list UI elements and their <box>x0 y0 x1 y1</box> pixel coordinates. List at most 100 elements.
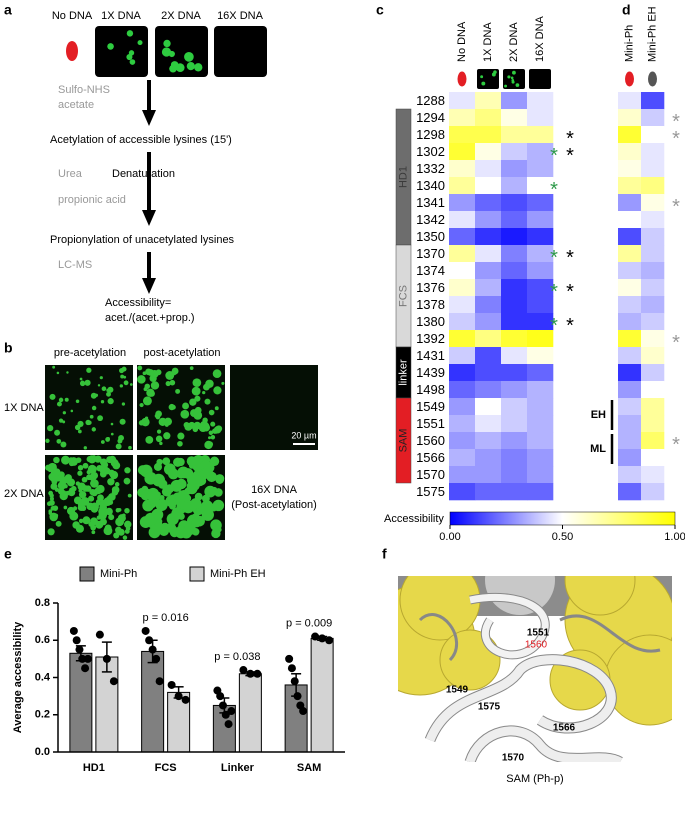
heatmap-cell <box>501 347 528 365</box>
droplet <box>55 520 62 527</box>
heatmap-cell <box>641 415 665 433</box>
droplet <box>90 392 97 399</box>
droplet <box>57 487 65 495</box>
heatmap-cell <box>618 194 642 212</box>
heatmap-cell <box>618 160 642 178</box>
y-tick-label: 0.2 <box>35 709 50 721</box>
heatmap-cell <box>475 177 502 195</box>
heatmap-cell <box>618 92 642 110</box>
residue-label: 1498 <box>416 382 445 397</box>
residue-label: 1288 <box>416 93 445 108</box>
droplet <box>129 59 136 65</box>
droplet <box>99 376 103 380</box>
heatmap-cell <box>641 245 665 263</box>
data-point <box>290 677 299 686</box>
droplet <box>141 417 150 427</box>
data-point <box>318 634 327 643</box>
droplet <box>157 479 168 489</box>
droplet <box>54 513 59 518</box>
droplet <box>77 429 82 434</box>
droplet <box>119 384 124 388</box>
droplet <box>50 482 58 490</box>
droplet <box>171 471 177 478</box>
droplet <box>213 386 222 395</box>
droplet <box>94 486 102 495</box>
heatmap-cell <box>449 143 476 161</box>
droplet <box>98 511 107 521</box>
residue-label: 1570 <box>502 753 525 764</box>
significance-star: * <box>550 247 558 269</box>
droplet <box>85 485 92 492</box>
residue-label: 1551 <box>527 628 550 639</box>
heatmap-cell <box>449 466 476 484</box>
droplet <box>47 425 54 432</box>
reagent: LC-MS <box>58 259 92 271</box>
droplet <box>110 432 114 436</box>
droplet <box>165 380 171 387</box>
data-point <box>239 666 248 675</box>
heatmap-cell <box>527 296 554 314</box>
droplet <box>175 388 181 394</box>
droplet <box>53 457 58 462</box>
droplet <box>91 427 96 432</box>
heatmap-cell <box>618 449 642 467</box>
domain-label: FCS <box>397 285 409 307</box>
droplet <box>63 505 68 510</box>
arrow-head <box>142 210 156 226</box>
arrow-head <box>142 278 156 294</box>
domain-label: linker <box>397 359 409 386</box>
heatmap-cell <box>527 330 554 348</box>
droplet <box>113 532 120 539</box>
droplet <box>81 476 88 483</box>
droplet <box>89 488 96 496</box>
residue-label: 1340 <box>416 178 445 193</box>
droplet <box>194 63 203 72</box>
droplet <box>210 421 216 427</box>
droplet <box>142 396 152 406</box>
colorbar-tick-label: 1.00 <box>664 531 685 543</box>
panel-a: No DNA 1X DNA 2X DNA 16X DNA Sulfo-NHS a… <box>50 10 267 324</box>
droplet <box>125 526 131 531</box>
heatmap-cell <box>449 92 476 110</box>
droplet <box>54 429 61 436</box>
data-point <box>69 626 78 635</box>
droplet <box>169 379 176 386</box>
droplet <box>115 443 122 450</box>
droplet <box>148 390 155 397</box>
droplet <box>110 459 119 467</box>
y-axis-label: Average accessibility <box>12 621 24 733</box>
droplet <box>52 365 56 369</box>
result: Accessibility= <box>105 297 171 309</box>
droplet <box>126 30 134 37</box>
droplet <box>169 64 177 73</box>
droplet <box>162 457 171 466</box>
droplet <box>123 380 129 386</box>
droplet <box>115 517 125 527</box>
droplet <box>129 383 133 386</box>
residue-label: 1575 <box>478 702 501 713</box>
significance-star: * <box>550 145 558 167</box>
data-point <box>109 677 118 686</box>
heatmap-cell <box>475 143 502 161</box>
heatmap-cell <box>527 313 554 331</box>
heatmap-cell <box>641 92 665 110</box>
y-tick-label: 0.4 <box>35 671 51 683</box>
droplet <box>183 494 192 503</box>
droplet <box>56 438 62 444</box>
condition-label: No DNA <box>52 10 93 22</box>
droplet <box>171 367 179 375</box>
heatmap-cell <box>527 177 554 195</box>
droplet <box>86 469 92 475</box>
droplet <box>90 524 97 531</box>
heatmap-cell <box>641 330 665 348</box>
panel-f: 1551 1549 1560 1575 1566 1570 SAM (Ph-p) <box>398 576 672 785</box>
coil <box>559 614 661 653</box>
heatmap-cell <box>449 194 476 212</box>
residue-label: 1431 <box>416 348 445 363</box>
droplet <box>53 468 61 476</box>
droplet <box>110 422 114 426</box>
droplet <box>208 430 214 435</box>
droplet <box>90 479 99 488</box>
heatmap-cell <box>641 381 665 399</box>
droplet <box>159 495 165 501</box>
